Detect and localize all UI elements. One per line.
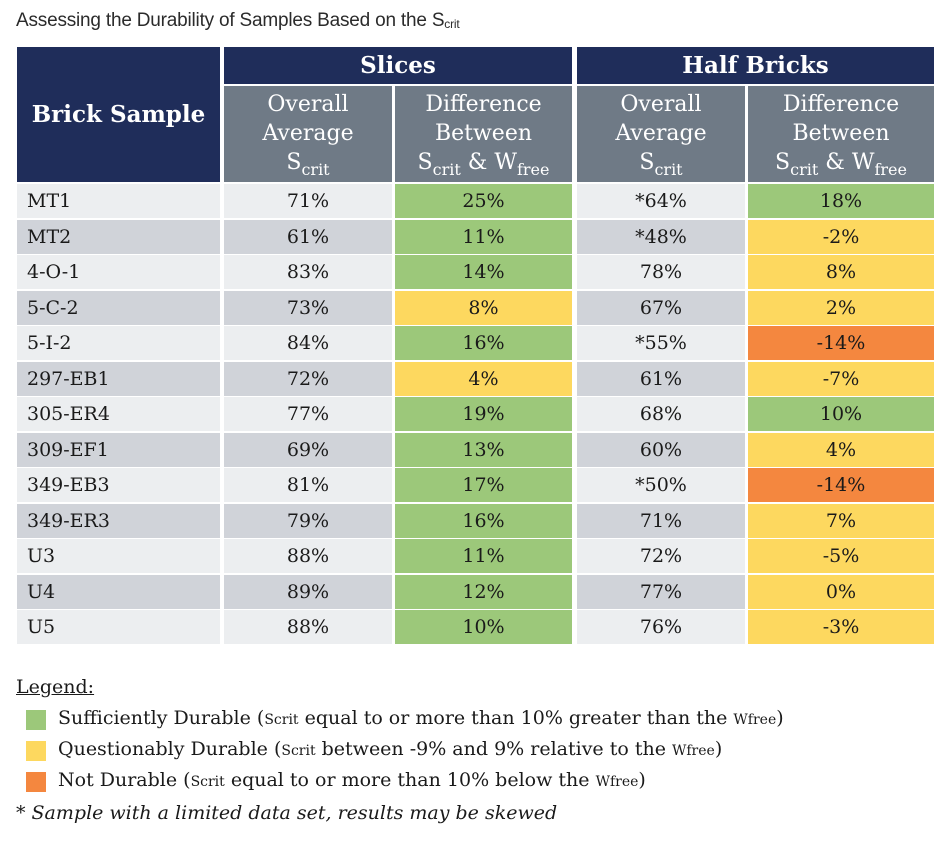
slices-difference-cell: 25% bbox=[395, 184, 572, 218]
legend-swatch bbox=[26, 772, 46, 792]
slices-average-cell: 72% bbox=[224, 361, 392, 396]
sample-cell: MT1 bbox=[17, 184, 220, 218]
half-difference-cell: 18% bbox=[748, 184, 934, 218]
table-row: 349-ER3 79% 16% 71% 7% bbox=[17, 503, 934, 538]
table-row: MT1 71% 25% *64% 18% bbox=[17, 184, 934, 218]
legend: Legend: Sufficiently Durable (Scrit equa… bbox=[16, 676, 784, 792]
half-difference-cell: -3% bbox=[748, 610, 934, 644]
legend-swatch bbox=[26, 741, 46, 761]
half-average-cell: *64% bbox=[577, 184, 745, 218]
half-average-cell: *48% bbox=[577, 219, 745, 254]
slices-difference-cell: 12% bbox=[395, 574, 572, 609]
header-half-overall: Overall Average Scrit bbox=[577, 86, 745, 182]
slices-average-cell: 88% bbox=[224, 539, 392, 573]
table-row: MT2 61% 11% *48% -2% bbox=[17, 219, 934, 254]
table-row: 4-O-1 83% 14% 78% 8% bbox=[17, 255, 934, 289]
half-difference-cell: -14% bbox=[748, 326, 934, 360]
sample-cell: 349-EB3 bbox=[17, 468, 220, 502]
half-difference-cell: 2% bbox=[748, 290, 934, 325]
half-average-cell: 60% bbox=[577, 432, 745, 467]
slices-difference-cell: 11% bbox=[395, 219, 572, 254]
table-row: U3 88% 11% 72% -5% bbox=[17, 539, 934, 573]
half-average-cell: 72% bbox=[577, 539, 745, 573]
slices-average-cell: 61% bbox=[224, 219, 392, 254]
half-difference-cell: -2% bbox=[748, 219, 934, 254]
slices-average-cell: 71% bbox=[224, 184, 392, 218]
sample-cell: 305-ER4 bbox=[17, 397, 220, 431]
slices-average-cell: 73% bbox=[224, 290, 392, 325]
sample-cell: 309-EF1 bbox=[17, 432, 220, 467]
header-half-difference: Difference Between Scrit & Wfree bbox=[748, 86, 934, 182]
table-row: 349-EB3 81% 17% *50% -14% bbox=[17, 468, 934, 502]
table-row: U4 89% 12% 77% 0% bbox=[17, 574, 934, 609]
legend-text: Not Durable (Scrit equal to or more than… bbox=[58, 769, 646, 791]
page-title: Assessing the Durability of Samples Base… bbox=[16, 10, 460, 31]
slices-average-cell: 81% bbox=[224, 468, 392, 502]
sample-cell: MT2 bbox=[17, 219, 220, 254]
slices-difference-cell: 11% bbox=[395, 539, 572, 573]
legend-text: Questionably Durable (Scrit between -9% … bbox=[58, 738, 723, 760]
slices-difference-cell: 14% bbox=[395, 255, 572, 289]
footnote: * Sample with a limited data set, result… bbox=[16, 802, 558, 824]
table-row: 297-EB1 72% 4% 61% -7% bbox=[17, 361, 934, 396]
slices-average-cell: 77% bbox=[224, 397, 392, 431]
slices-difference-cell: 19% bbox=[395, 397, 572, 431]
half-average-cell: 67% bbox=[577, 290, 745, 325]
half-average-cell: *50% bbox=[577, 468, 745, 502]
half-average-cell: 77% bbox=[577, 574, 745, 609]
half-difference-cell: 4% bbox=[748, 432, 934, 467]
half-difference-cell: 10% bbox=[748, 397, 934, 431]
slices-average-cell: 79% bbox=[224, 503, 392, 538]
sample-cell: 4-O-1 bbox=[17, 255, 220, 289]
half-average-cell: 68% bbox=[577, 397, 745, 431]
slices-average-cell: 83% bbox=[224, 255, 392, 289]
header-slices-overall: Overall Average Scrit bbox=[224, 86, 392, 182]
table-row: 309-EF1 69% 13% 60% 4% bbox=[17, 432, 934, 467]
half-difference-cell: 8% bbox=[748, 255, 934, 289]
slices-difference-cell: 10% bbox=[395, 610, 572, 644]
table-row: U5 88% 10% 76% -3% bbox=[17, 610, 934, 644]
half-difference-cell: -7% bbox=[748, 361, 934, 396]
header-slices: Slices bbox=[224, 47, 572, 84]
half-average-cell: 78% bbox=[577, 255, 745, 289]
slices-difference-cell: 17% bbox=[395, 468, 572, 502]
slices-difference-cell: 13% bbox=[395, 432, 572, 467]
half-average-cell: *55% bbox=[577, 326, 745, 360]
half-difference-cell: -5% bbox=[748, 539, 934, 573]
slices-average-cell: 88% bbox=[224, 610, 392, 644]
header-slices-difference: Difference Between Scrit & Wfree bbox=[395, 86, 572, 182]
sample-cell: U3 bbox=[17, 539, 220, 573]
slices-average-cell: 89% bbox=[224, 574, 392, 609]
table-row: 5-C-2 73% 8% 67% 2% bbox=[17, 290, 934, 325]
sample-cell: 297-EB1 bbox=[17, 361, 220, 396]
sample-cell: U4 bbox=[17, 574, 220, 609]
sample-cell: U5 bbox=[17, 610, 220, 644]
legend-text: Sufficiently Durable (Scrit equal to or … bbox=[58, 707, 784, 729]
half-difference-cell: 0% bbox=[748, 574, 934, 609]
slices-average-cell: 84% bbox=[224, 326, 392, 360]
slices-difference-cell: 8% bbox=[395, 290, 572, 325]
sample-cell: 5-I-2 bbox=[17, 326, 220, 360]
half-difference-cell: -14% bbox=[748, 468, 934, 502]
header-brick-sample: Brick Sample bbox=[17, 47, 220, 182]
slices-difference-cell: 16% bbox=[395, 326, 572, 360]
sample-cell: 349-ER3 bbox=[17, 503, 220, 538]
table-row: 5-I-2 84% 16% *55% -14% bbox=[17, 326, 934, 360]
slices-average-cell: 69% bbox=[224, 432, 392, 467]
half-average-cell: 71% bbox=[577, 503, 745, 538]
slices-difference-cell: 4% bbox=[395, 361, 572, 396]
half-average-cell: 61% bbox=[577, 361, 745, 396]
half-difference-cell: 7% bbox=[748, 503, 934, 538]
half-average-cell: 76% bbox=[577, 610, 745, 644]
table-row: 305-ER4 77% 19% 68% 10% bbox=[17, 397, 934, 431]
slices-difference-cell: 16% bbox=[395, 503, 572, 538]
legend-swatch bbox=[26, 710, 46, 730]
header-half-bricks: Half Bricks bbox=[577, 47, 934, 84]
legend-title: Legend: bbox=[16, 676, 95, 698]
sample-cell: 5-C-2 bbox=[17, 290, 220, 325]
